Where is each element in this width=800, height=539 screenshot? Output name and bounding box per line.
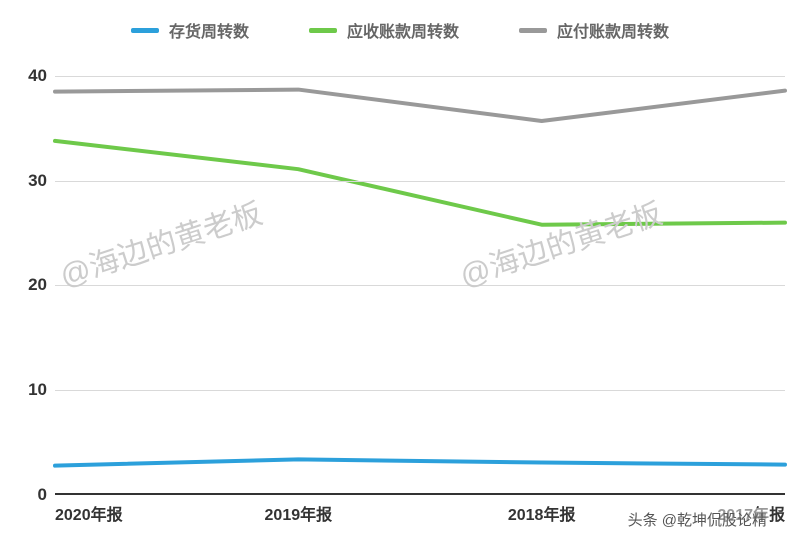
gridline — [55, 285, 785, 286]
attribution-text: 头条 @乾坤侃股论精 — [625, 508, 770, 531]
series-line-receivables_turnover — [55, 141, 785, 225]
legend-label-payables: 应付账款周转数 — [557, 18, 669, 42]
turnover-line-chart: 存货周转数 应收账款周转数 应付账款周转数 0102030402020年报201… — [0, 0, 800, 539]
legend-swatch-receivables — [309, 28, 337, 33]
legend-item-receivables: 应收账款周转数 — [309, 18, 459, 42]
series-line-payables_turnover — [55, 90, 785, 121]
x-tick-label: 2020年报 — [55, 495, 123, 525]
legend-swatch-inventory — [131, 28, 159, 33]
y-tick-label: 30 — [28, 171, 55, 191]
legend: 存货周转数 应收账款周转数 应付账款周转数 — [0, 18, 800, 42]
x-tick-label: 2019年报 — [265, 495, 333, 525]
y-tick-label: 10 — [28, 380, 55, 400]
gridline — [55, 390, 785, 391]
legend-swatch-payables — [519, 28, 547, 33]
x-tick-label: 2018年报 — [508, 495, 576, 525]
legend-label-inventory: 存货周转数 — [169, 18, 249, 42]
y-tick-label: 20 — [28, 275, 55, 295]
legend-item-inventory: 存货周转数 — [131, 18, 249, 42]
y-tick-label: 40 — [28, 66, 55, 86]
legend-item-payables: 应付账款周转数 — [519, 18, 669, 42]
gridline — [55, 181, 785, 182]
legend-label-receivables: 应收账款周转数 — [347, 18, 459, 42]
gridline — [55, 76, 785, 77]
plot-area: 0102030402020年报2019年报2018年报2017年报 — [55, 55, 785, 495]
line-series-svg — [55, 55, 785, 495]
y-tick-label: 0 — [38, 485, 55, 505]
series-line-inventory_turnover — [55, 459, 785, 465]
